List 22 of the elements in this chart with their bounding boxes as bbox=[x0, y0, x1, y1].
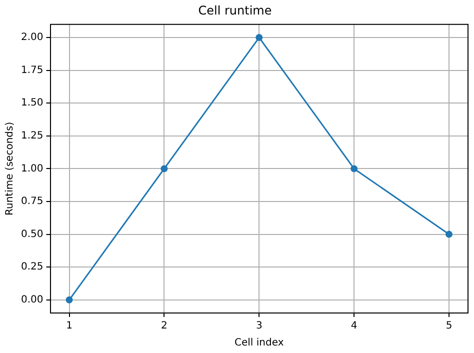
point bbox=[256, 34, 263, 42]
point bbox=[446, 230, 453, 238]
y-tick-label: 1.25 bbox=[21, 130, 44, 142]
y-axis-title: Runtime (seconds) bbox=[4, 122, 16, 216]
x-tick-label: 1 bbox=[66, 320, 72, 332]
y-tick-label: 2.00 bbox=[21, 32, 44, 44]
y-tick-label: 1.75 bbox=[21, 64, 44, 76]
x-tick-label: 5 bbox=[446, 320, 452, 332]
x-tick-label: 4 bbox=[350, 320, 358, 332]
y-tick-label: 1.00 bbox=[21, 163, 44, 174]
y-tick-label: 0.50 bbox=[21, 228, 44, 240]
point bbox=[66, 296, 73, 304]
point bbox=[160, 165, 168, 172]
chart-title: Cell runtime bbox=[198, 3, 272, 18]
x-tick-label: 3 bbox=[256, 320, 262, 332]
y-tick-label: 0.00 bbox=[21, 294, 44, 306]
y-tick-label: 0.25 bbox=[21, 262, 44, 273]
x-tick-label: 2 bbox=[161, 320, 168, 332]
y-tick-label: 0.75 bbox=[21, 196, 44, 208]
point bbox=[350, 165, 358, 172]
x-axis-title: Cell index bbox=[234, 338, 284, 349]
y-tick-label: 1.50 bbox=[21, 98, 44, 109]
